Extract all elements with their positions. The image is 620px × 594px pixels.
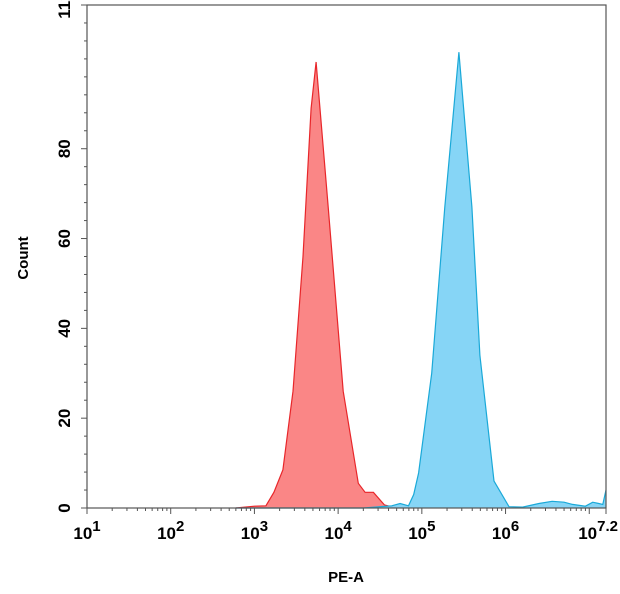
tick-exponent: 3 — [260, 518, 268, 535]
y-tick-label: 20 — [55, 409, 74, 428]
tick-base: 10 — [241, 524, 260, 543]
tick-exponent: 5 — [427, 518, 435, 535]
tick-exponent: 1 — [92, 518, 100, 535]
x-tick-label: 103 — [241, 518, 268, 543]
y-axis: 0 20 40 60 80 112 — [55, 0, 87, 513]
x-tick-label: 107.2 — [578, 518, 618, 543]
x-tick-label: 101 — [73, 518, 100, 543]
y-tick-label: 40 — [55, 319, 74, 338]
series-1 — [235, 61, 397, 509]
x-tick-label: 104 — [324, 518, 352, 543]
y-tick-label: 0 — [55, 503, 74, 512]
series-line — [235, 61, 397, 509]
x-tick-label: 102 — [157, 518, 184, 543]
series-line — [235, 52, 607, 509]
y-tick-label: 112 — [55, 0, 74, 19]
tick-base: 10 — [73, 524, 92, 543]
series-2 — [235, 52, 607, 509]
x-tick-label: 106 — [492, 518, 519, 543]
y-axis-title: Count — [15, 236, 32, 279]
tick-base: 10 — [492, 524, 511, 543]
series-layer — [235, 52, 607, 509]
tick-base: 10 — [324, 524, 343, 543]
tick-base: 10 — [157, 524, 176, 543]
y-tick-label: 60 — [55, 229, 74, 248]
tick-exponent: 4 — [343, 518, 352, 535]
tick-exponent: 2 — [176, 518, 184, 535]
tick-exponent: 7.2 — [597, 518, 618, 535]
series-area — [235, 62, 397, 508]
x-axis-title: PE-A — [328, 569, 364, 586]
x-axis: 101 102 103 104 105 106 107.2 — [73, 508, 618, 543]
tick-base: 10 — [578, 524, 597, 543]
y-tick-label: 80 — [55, 139, 74, 158]
tick-base: 10 — [408, 524, 427, 543]
tick-exponent: 6 — [511, 518, 519, 535]
x-tick-label: 105 — [408, 518, 435, 543]
